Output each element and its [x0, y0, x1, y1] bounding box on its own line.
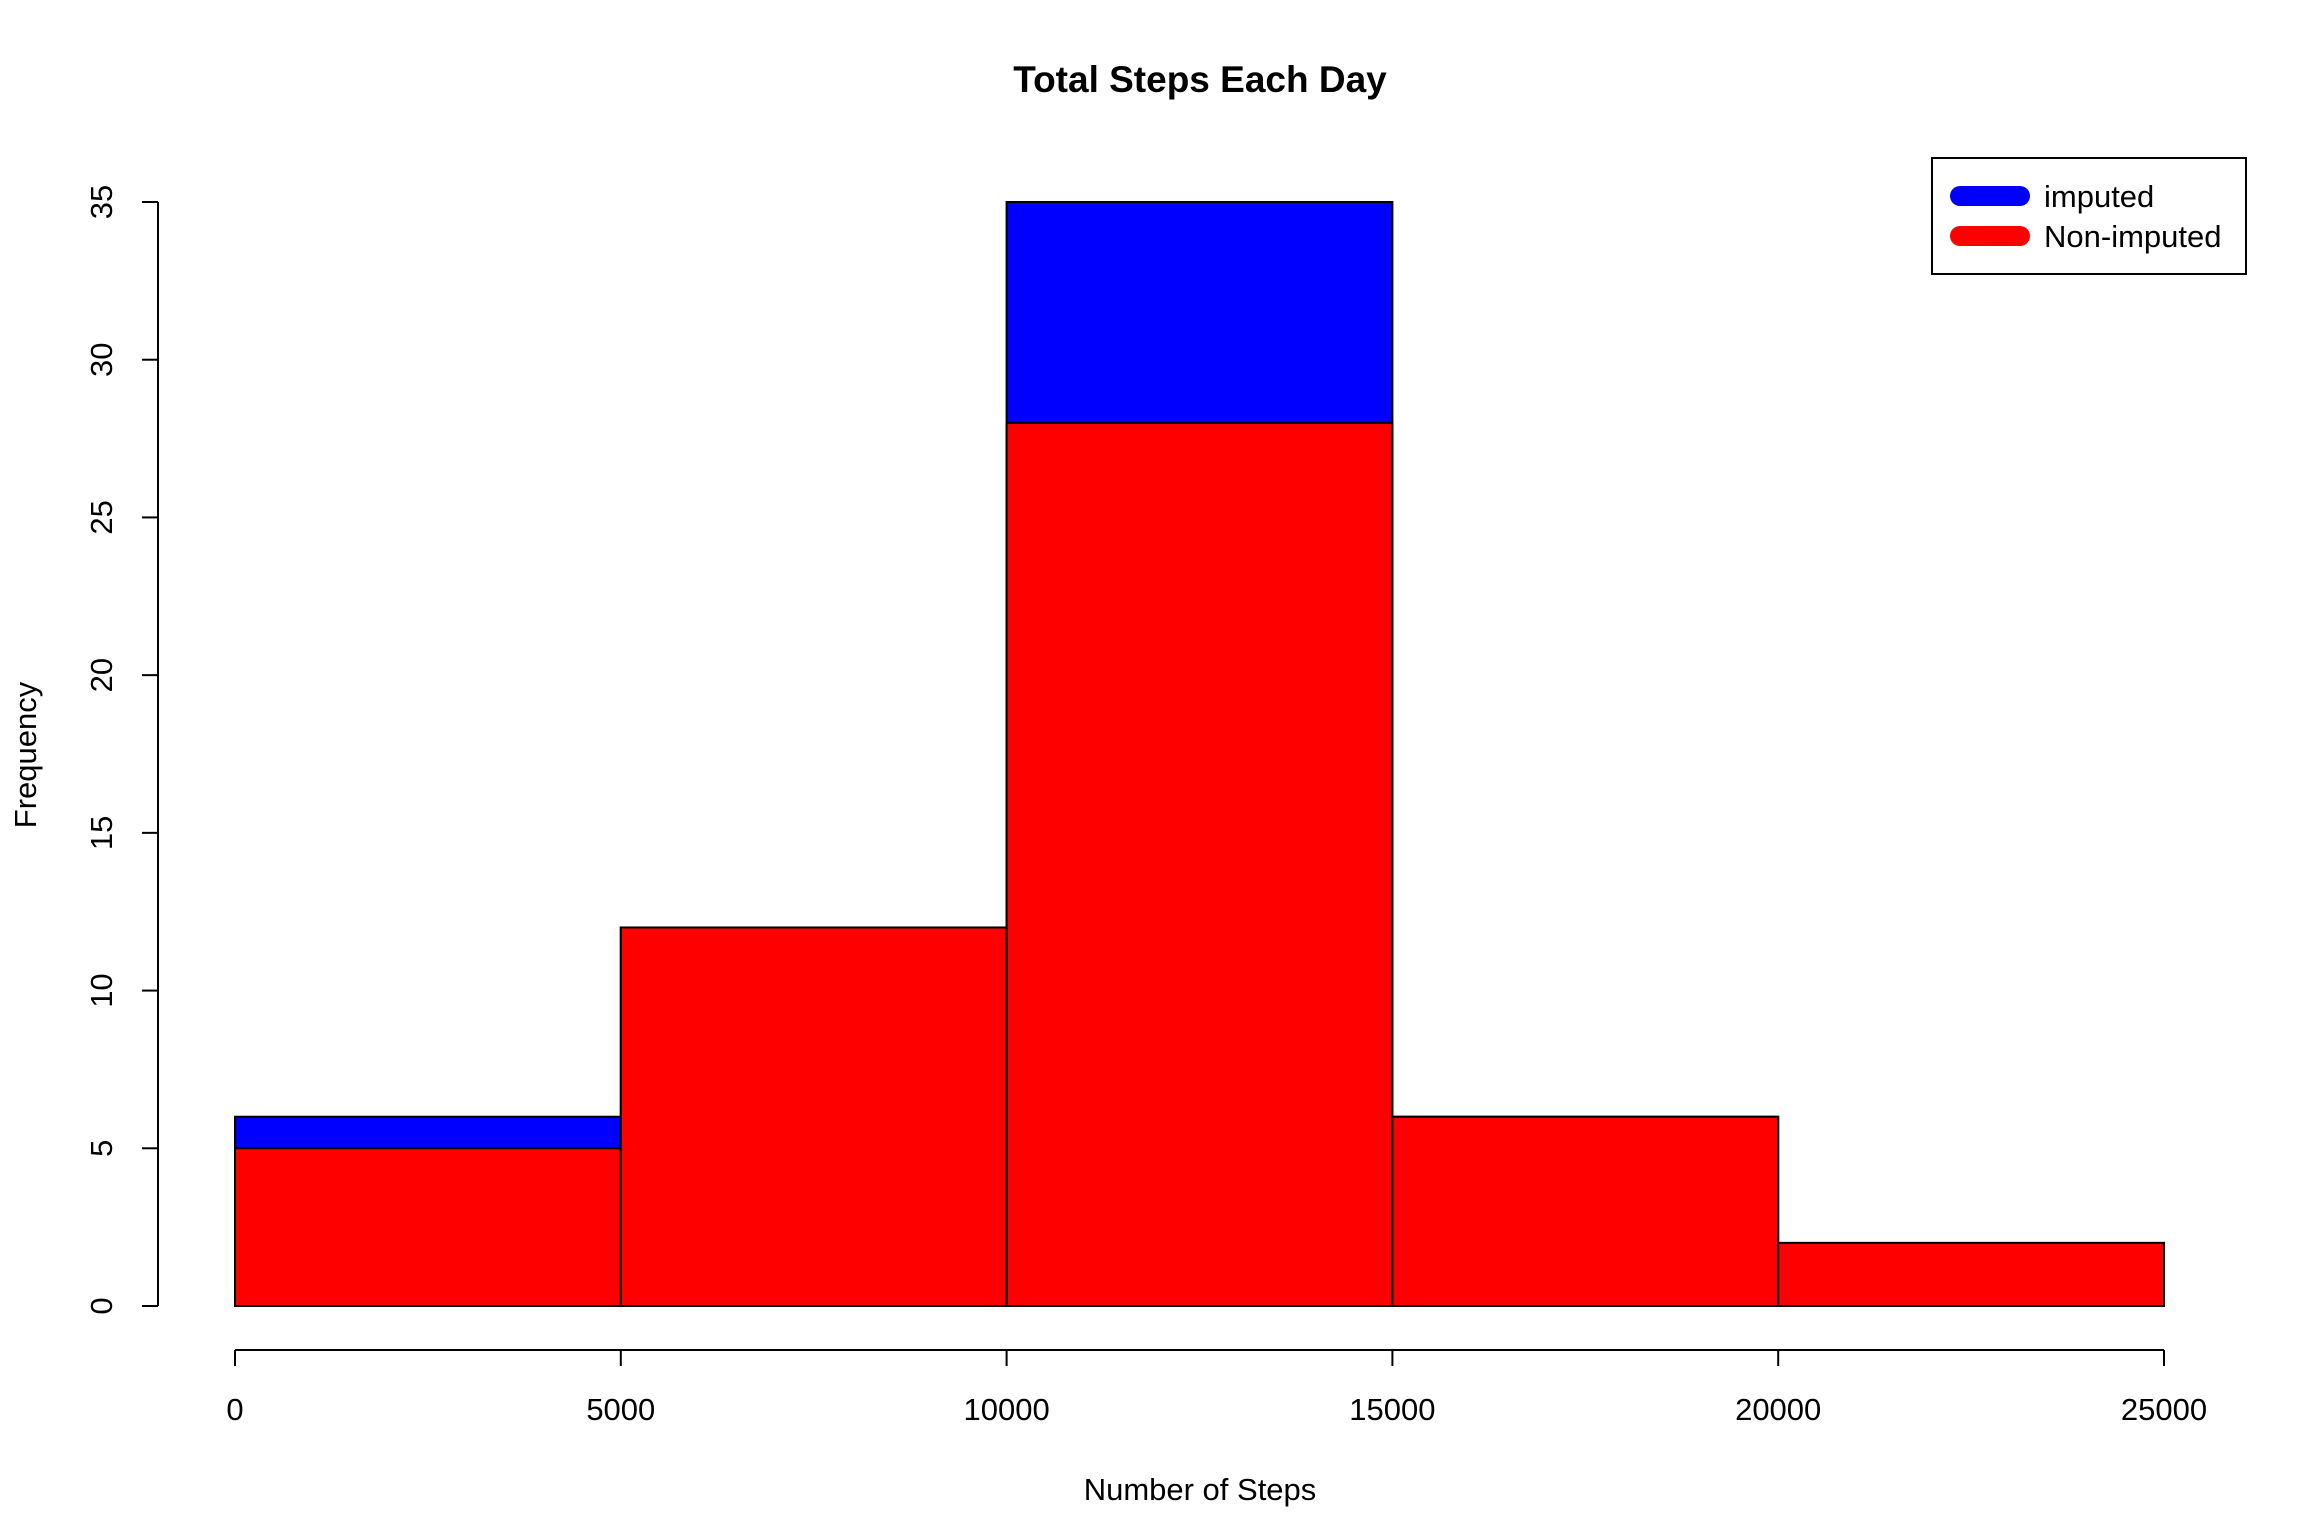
legend-box [1931, 157, 2247, 275]
chart-title: Total Steps Each Day [1013, 59, 1387, 100]
bar-non-imputed-1 [619, 926, 1008, 1307]
legend-label-imputed: imputed [2044, 179, 2154, 214]
y-tick-label-0: 0 [84, 1297, 119, 1314]
y-tick-label-1: 5 [84, 1140, 119, 1157]
x-tick-label-4: 20000 [1735, 1392, 1821, 1427]
y-axis-label: Frequency [8, 681, 43, 828]
bars-layer [234, 201, 2165, 1308]
x-axis-label: Number of Steps [1084, 1472, 1317, 1507]
y-tick-label-6: 30 [84, 342, 119, 376]
y-tick-label-3: 15 [84, 816, 119, 850]
x-tick-label-0: 0 [226, 1392, 243, 1427]
x-tick-label-3: 15000 [1349, 1392, 1435, 1427]
x-tick-label-1: 5000 [586, 1392, 655, 1427]
x-axis: 0 5000 10000 15000 20000 25000 [226, 1349, 2207, 1427]
y-tick-label-5: 25 [84, 500, 119, 534]
y-tick-label-7: 35 [84, 185, 119, 219]
bar-non-imputed-2 [1005, 421, 1394, 1307]
x-tick-label-2: 10000 [963, 1392, 1049, 1427]
y-axis: 0 5 10 15 20 25 30 35 [84, 185, 159, 1315]
bar-non-imputed-4 [1777, 1241, 2165, 1308]
legend: imputed Non-imputed [1931, 157, 2247, 275]
x-tick-label-5: 25000 [2121, 1392, 2207, 1427]
legend-label-non-imputed: Non-imputed [2044, 219, 2221, 254]
bar-non-imputed-0 [234, 1147, 622, 1308]
y-tick-label-2: 10 [84, 973, 119, 1007]
y-tick-label-4: 20 [84, 658, 119, 692]
bar-non-imputed-3 [1391, 1115, 1780, 1307]
